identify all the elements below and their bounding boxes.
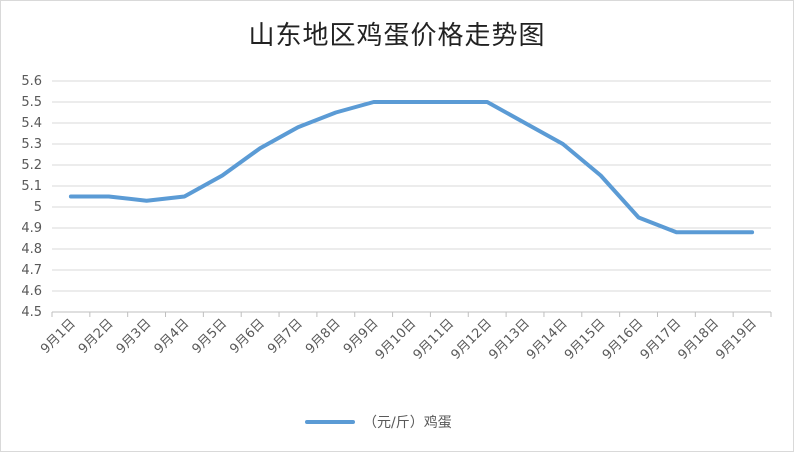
x-tick-label: 9月18日 [676, 316, 723, 363]
legend-label: （元/斤）鸡蛋 [363, 414, 452, 431]
x-tick-label: 9月15日 [562, 316, 609, 363]
y-tick-label: 5.5 [21, 95, 42, 110]
y-tick-label: 5.3 [21, 137, 42, 152]
x-tick-label: 9月19日 [713, 316, 760, 363]
y-tick-label: 4.9 [21, 221, 42, 236]
y-tick-label: 5.6 [21, 74, 42, 89]
x-tick-label: 9月11日 [411, 316, 458, 363]
x-tick-label: 9月2日 [76, 316, 117, 357]
x-tick-label: 9月12日 [448, 316, 495, 363]
y-tick-label: 5.4 [21, 116, 42, 131]
y-tick-label: 5.1 [21, 179, 42, 194]
series-line [68, 100, 755, 235]
x-tick-label: 9月13日 [486, 316, 533, 363]
x-tick-label: 9月8日 [303, 316, 344, 357]
y-tick-label: 4.6 [21, 284, 42, 299]
x-tick-label: 9月5日 [189, 316, 230, 357]
x-tick-label: 9月14日 [524, 316, 571, 363]
x-tick-label: 9月7日 [265, 316, 306, 357]
y-tick-label: 5.2 [21, 158, 42, 173]
y-tick-label: 5 [34, 200, 42, 215]
y-tick-label: 4.5 [21, 305, 42, 320]
chart-title: 山东地区鸡蛋价格走势图 [248, 21, 546, 51]
x-tick-label: 9月10日 [373, 316, 420, 363]
y-tick-label: 4.7 [21, 263, 42, 278]
x-tick-label: 9月6日 [227, 316, 268, 357]
x-tick-label: 9月1日 [38, 316, 79, 357]
x-tick-label: 9月17日 [638, 316, 685, 363]
x-tick-label: 9月16日 [600, 316, 647, 363]
x-tick-label: 9月3日 [114, 316, 155, 357]
y-tick-label: 4.8 [21, 242, 42, 257]
x-tick-label: 9月4日 [152, 316, 193, 357]
